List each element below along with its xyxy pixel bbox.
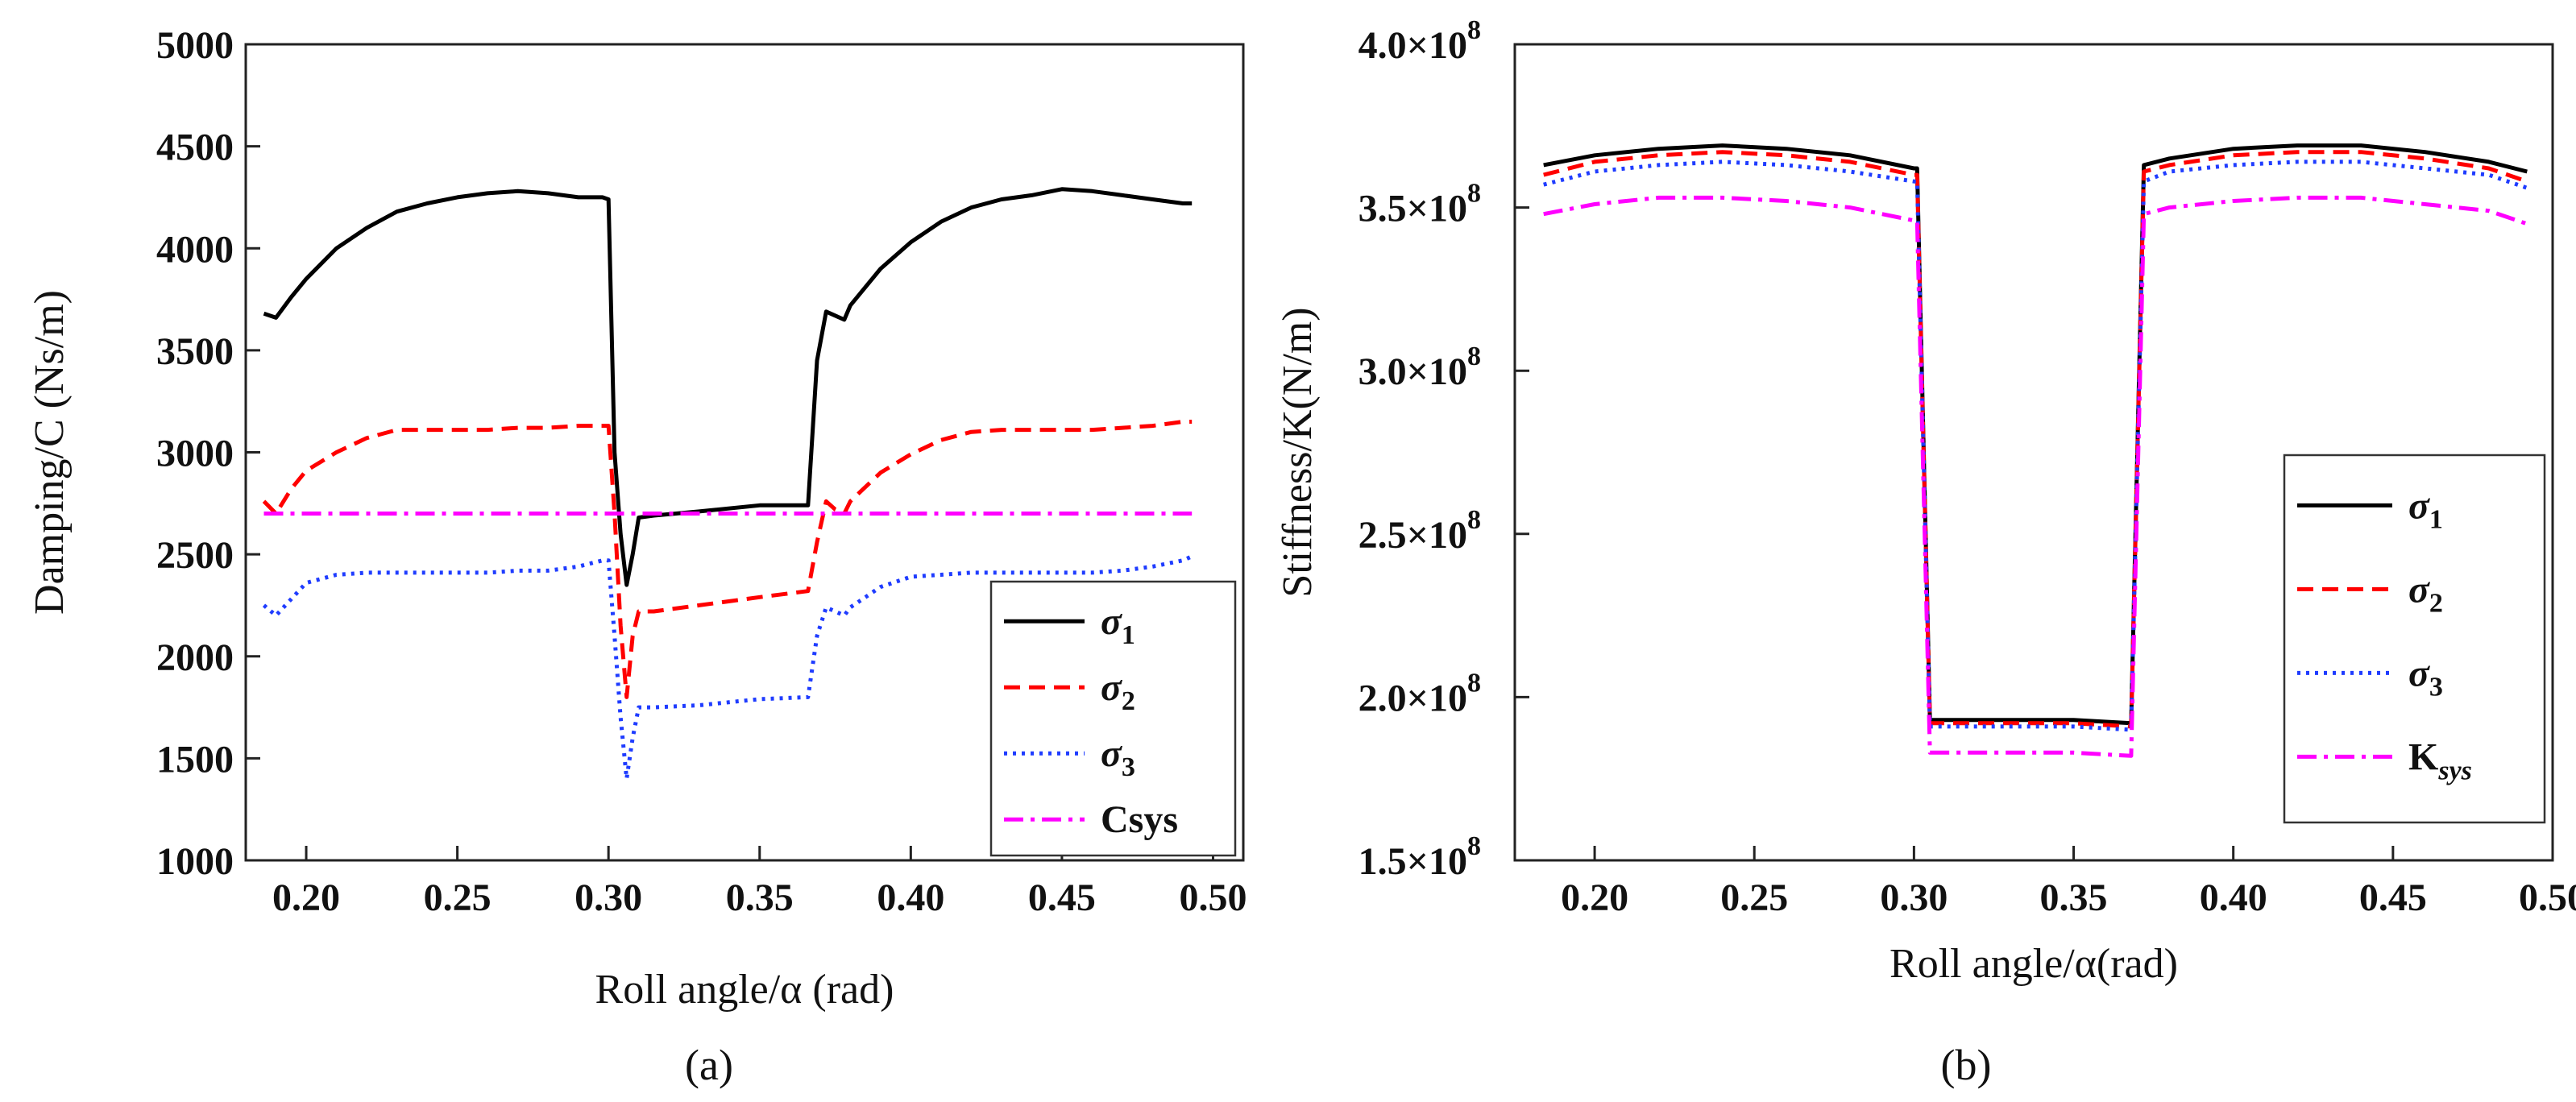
chart1-x-tick-label: 0.35 (2040, 876, 2108, 919)
chart1-legend-label-σ3: σ3 (2408, 652, 2443, 702)
chart0-y-tick-label: 4000 (156, 228, 234, 271)
chart1-y-tick-mantissa: 2.0×10 (1359, 677, 1467, 719)
chart1-legend-label-Ksys: Ksys (2408, 735, 2472, 785)
chart1-y-tick-mantissa: 3.5×10 (1359, 188, 1467, 230)
chart0-x-tick-label: 0.35 (726, 876, 794, 919)
chart1-series-line-Ksys (1543, 195, 2528, 758)
chart0-x-axis-title: Roll angle/α (rad) (595, 967, 894, 1013)
chart0-x-tick-label: 0.20 (272, 876, 340, 919)
chart1-y-tick-label: 4.0×108 (1359, 15, 1481, 67)
chart1-panel-label: (b) (1941, 1041, 1992, 1089)
chart0-legend-label-σ3: σ3 (1101, 732, 1135, 782)
chart1-y-tick-exponent: 8 (1467, 179, 1481, 209)
chart0-y-tick-label: 4500 (156, 126, 234, 169)
chart1-y-axis-title: Stiffness/K(N/m) (1275, 307, 1321, 597)
chart1-y-tick-exponent: 8 (1467, 342, 1481, 371)
chart0-y-tick-label: 1500 (156, 738, 234, 781)
chart0-x-tick-label: 0.30 (575, 876, 642, 919)
chart1-y-tick-label: 3.5×108 (1359, 179, 1481, 230)
chart1-series-line-σ3 (1543, 160, 2528, 732)
chart0-y-tick-label: 3500 (156, 330, 234, 373)
chart0-legend-label-Csys: Csys (1101, 798, 1178, 841)
chart0-series-line-σ1 (263, 187, 1193, 587)
chart0-legend-label-σ1: σ1 (1101, 600, 1135, 650)
chart1-x-tick-label: 0.20 (1561, 876, 1628, 919)
chart0-y-tick-label: 1000 (156, 840, 234, 883)
chart1-y-tick-mantissa: 4.0×10 (1359, 24, 1467, 67)
chart1-y-tick-exponent: 8 (1467, 831, 1481, 861)
chart0-x-tick-label: 0.40 (877, 876, 944, 919)
chart1-y-tick-mantissa: 3.0×10 (1359, 350, 1467, 393)
chart0-legend: σ1 σ2 σ3 Csys (989, 580, 1237, 857)
panel-b-stiffness-chart: 0.200.250.300.350.400.450.501.5×1082.0×1… (1275, 15, 2576, 1089)
chart1-series-line-σ1 (1543, 143, 2528, 726)
chart0-x-tick-label: 0.45 (1028, 876, 1096, 919)
chart1-x-tick-label: 0.25 (1720, 876, 1788, 919)
chart0-y-tick-label: 2500 (156, 534, 234, 577)
chart1-legend-box (2283, 454, 2546, 824)
chart1-y-tick-label: 2.0×108 (1359, 668, 1481, 719)
chart1-legend-label-σ1: σ1 (2408, 484, 2443, 534)
chart1-legend-label-σ2: σ2 (2408, 568, 2443, 618)
chart1-legend: σ1 σ2 σ3 Ksys (2283, 454, 2546, 824)
chart0-legend-label-σ2: σ2 (1101, 666, 1135, 716)
chart0-y-tick-label: 3000 (156, 433, 234, 475)
chart0-x-tick-label: 0.50 (1179, 876, 1247, 919)
chart0-x-tick-label: 0.25 (424, 876, 492, 919)
chart1-y-tick-label: 1.5×108 (1359, 831, 1481, 883)
chart0-series-line-σ3 (262, 554, 1193, 781)
chart0-y-axis-title: Damping/C (Ns/m) (27, 290, 73, 615)
chart1-y-tick-exponent: 8 (1467, 505, 1481, 535)
chart1-x-tick-label: 0.45 (2359, 876, 2427, 919)
chart0-y-tick-label: 2000 (156, 636, 234, 679)
chart1-series-line-σ2 (1543, 150, 2528, 729)
chart1-x-tick-label: 0.50 (2519, 876, 2576, 919)
chart0-y-tick-label: 5000 (156, 24, 234, 67)
chart0-panel-label: (a) (685, 1041, 733, 1089)
chart0-series-line-σ2 (262, 420, 1193, 699)
chart0-legend-box (989, 580, 1237, 857)
chart1-x-axis-title: Roll angle/α(rad) (1889, 941, 2178, 987)
chart1-plot-frame (1513, 43, 2554, 862)
chart1-y-tick-label: 3.0×108 (1359, 342, 1481, 393)
chart1-y-tick-exponent: 8 (1467, 668, 1481, 698)
chart1-x-tick-label: 0.30 (1880, 876, 1948, 919)
chart1-y-tick-mantissa: 2.5×10 (1359, 514, 1467, 557)
panel-a-damping-chart: 0.20 0.25 0.30 0.35 0.40 0.45 0.50 1000 1500 2000… (27, 24, 1247, 1089)
chart1-y-tick-exponent: 8 (1467, 15, 1481, 45)
chart1-x-tick-label: 0.40 (2200, 876, 2267, 919)
chart1-y-tick-label: 2.5×108 (1359, 505, 1481, 557)
chart1-y-tick-mantissa: 1.5×10 (1359, 840, 1467, 883)
